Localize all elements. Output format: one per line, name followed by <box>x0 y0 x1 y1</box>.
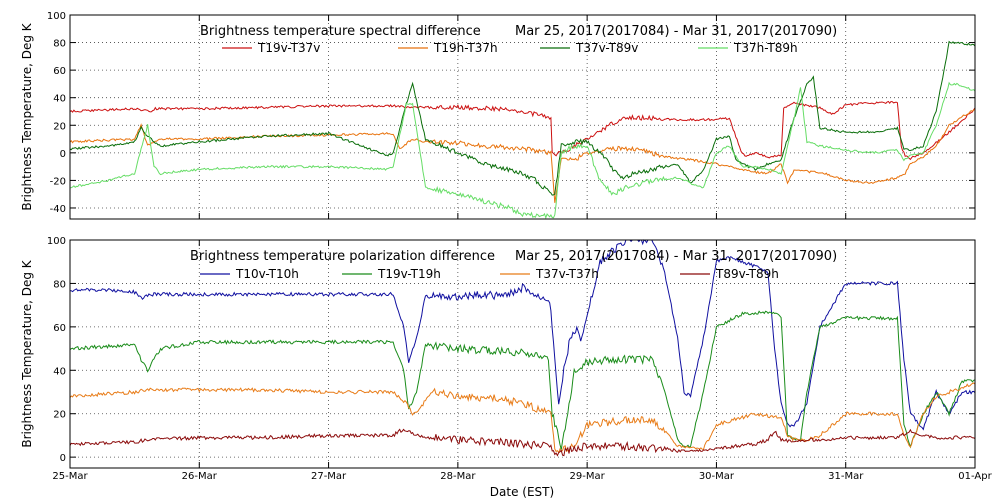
series-lines-bottom <box>69 239 976 457</box>
legend-label: T37v-T37h <box>535 267 599 281</box>
x-tick-label: 31-Mar <box>828 471 864 482</box>
plot-frame-bottom <box>69 239 976 469</box>
series-line-t19v-t19h <box>69 310 976 450</box>
y-axis-label-bottom: Brightness Temperature, Deg K <box>20 259 34 447</box>
legend-label: T19v-T37v <box>257 41 320 55</box>
y-axis-label-top: Brightness Temperature, Deg K <box>20 22 34 210</box>
series-line-t10v-t10h <box>70 239 976 431</box>
y-tick-label: 40 <box>53 94 66 105</box>
series-lines-top <box>69 40 976 220</box>
legend-label: T19h-T37h <box>433 41 498 55</box>
y-tick-label: 60 <box>53 323 66 334</box>
y-tick-label: 20 <box>53 410 66 421</box>
legend-label: T10v-T10h <box>235 267 299 281</box>
legend-label: T37h-T89h <box>733 41 798 55</box>
x-axis-label: Date (EST) <box>490 485 554 499</box>
y-tick-label: 100 <box>47 11 66 22</box>
series-line-t37h-t89h <box>69 81 976 220</box>
y-tick-label: 100 <box>47 236 66 247</box>
x-tick-label: 27-Mar <box>311 471 347 482</box>
y-axis-ticks-top: -40 -20 0 20 40 60 80 100 <box>47 11 975 215</box>
legend-label: T37v-T89v <box>575 41 638 55</box>
legend-label: T19v-T19h <box>377 267 441 281</box>
series-line-t37v-t89v <box>69 40 976 196</box>
series-line-t19v-t37v <box>69 100 976 161</box>
date-range-top: Mar 25, 2017(2017084) - Mar 31, 2017(201… <box>515 24 837 39</box>
plot-frame-top <box>69 14 976 220</box>
series-line-t37v-t37h <box>69 382 976 454</box>
date-range-bottom: Mar 25, 2017(2017084) - Mar 31, 2017(201… <box>515 249 837 264</box>
y-tick-label: -40 <box>50 204 66 215</box>
x-tick-label: 30-Mar <box>699 471 735 482</box>
grid-top <box>69 15 976 219</box>
legend-label: T89v-T89h <box>715 267 779 281</box>
chart-title-bottom: Brightness temperature polarization diff… <box>190 249 495 264</box>
polarization-difference-panel: 0 20 40 60 80 100 Brightness temperature pola… <box>20 236 976 469</box>
x-tick-label: 26-Mar <box>182 471 218 482</box>
y-tick-label: 60 <box>53 66 66 77</box>
chart-title-top: Brightness temperature spectral differen… <box>200 24 481 39</box>
series-line-t89v-t89h <box>69 428 976 457</box>
y-tick-label: 40 <box>53 366 66 377</box>
y-tick-label: -20 <box>50 176 66 187</box>
y-tick-label: 80 <box>53 279 66 290</box>
x-tick-label: 29-Mar <box>570 471 606 482</box>
y-tick-label: 20 <box>53 121 66 132</box>
y-tick-label: 80 <box>53 39 66 50</box>
legend-bottom: T10v-T10h T19v-T19h T37v-T37h T89v-T89h <box>200 267 779 281</box>
x-tick-label: 28-Mar <box>440 471 476 482</box>
y-tick-label: 0 <box>60 149 66 160</box>
x-tick-label: 25-Mar <box>52 471 88 482</box>
x-tick-label: 01-Apr <box>958 471 992 482</box>
legend-top: T19v-T37v T19h-T37h T37v-T89v T37h-T89h <box>222 41 798 55</box>
spectral-difference-panel: -40 -20 0 20 40 60 80 100 Brightness temperatur… <box>20 11 976 220</box>
y-tick-label: 0 <box>60 453 66 464</box>
x-axis-ticks: 25-Mar 26-Mar 27-Mar 28-Mar 29-Mar 30-Mar 31-M… <box>52 471 992 482</box>
series-line-t19h-t37h <box>69 108 976 203</box>
